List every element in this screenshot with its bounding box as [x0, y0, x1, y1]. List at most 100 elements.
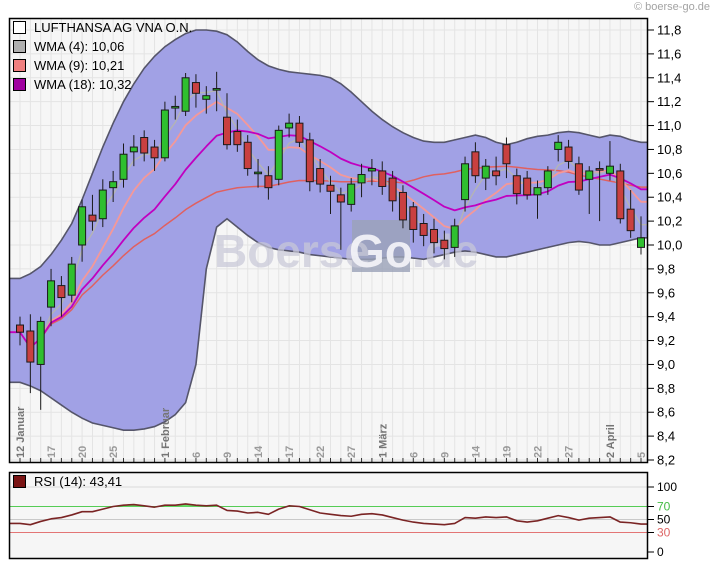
candle-body	[409, 206, 418, 230]
candle-body	[36, 320, 45, 365]
candle-body	[533, 187, 542, 196]
band-upper-border	[10, 29, 647, 280]
candle-body	[554, 141, 563, 150]
y-tick-label: 8,2	[657, 453, 675, 468]
x-tick-label: 6	[191, 452, 203, 458]
main-chart-legend: LUFTHANSA AG VNA O.N. WMA (4): 10,06 WMA …	[13, 20, 193, 92]
candle-body	[326, 184, 335, 192]
legend-wma-row: WMA (4): 10,06	[13, 39, 192, 54]
rsi-label: RSI (14): 43,41	[34, 474, 123, 489]
candle-body	[471, 151, 480, 177]
y-axis-labels: 11,8 11,6 11,4 11,2 11,0 10,8 10,6 10,4 10,2 10,0…	[648, 23, 682, 468]
y-tick-label: 8,6	[657, 405, 675, 420]
x-tick-label: 22	[315, 446, 327, 458]
rsi-tick-label: 50	[657, 513, 671, 527]
candle-body	[254, 171, 263, 175]
instrument-title: LUFTHANSA AG VNA O.N.	[34, 20, 193, 35]
y-tick-label: 9,0	[657, 357, 675, 372]
candle-body	[67, 263, 76, 296]
candle-body	[305, 139, 314, 183]
y-tick-label: 9,2	[657, 333, 675, 348]
candle-body	[378, 170, 387, 187]
rsi-tick-label: 0	[657, 545, 664, 559]
legend-wma-row: WMA (9): 10,21	[13, 58, 192, 73]
candle-body	[574, 163, 583, 191]
candle-body	[160, 109, 169, 159]
wma-swatch	[13, 78, 26, 91]
candle-body	[585, 170, 594, 180]
candle-body	[564, 146, 573, 162]
instrument-swatch	[13, 21, 26, 34]
wma-label: WMA (4): 10,06	[34, 39, 125, 54]
candle-body	[285, 122, 294, 129]
y-tick-label: 10,6	[657, 166, 682, 181]
candle-body	[461, 163, 470, 201]
candle-body	[430, 228, 438, 244]
candle-body	[88, 214, 97, 222]
legend-instrument-row: LUFTHANSA AG VNA O.N.	[13, 20, 193, 35]
x-tick-label: 22	[533, 446, 545, 458]
candle-body	[316, 168, 325, 185]
candle-body	[626, 208, 635, 232]
candle-body	[119, 153, 128, 180]
candle-body	[212, 88, 221, 91]
x-tick-label: 9	[439, 452, 451, 458]
y-tick-label: 11,0	[657, 118, 681, 133]
x-axis-labels: 12 Januar 17 20 25 1 Februar 6 9 14 17 22 27 1 März…	[15, 406, 648, 458]
candle-body	[512, 175, 521, 195]
x-tick-label: 9	[222, 452, 234, 458]
candle-body	[274, 129, 283, 180]
legend-wma-row: WMA (18): 10,32	[13, 77, 192, 92]
candle-body	[440, 239, 449, 250]
candles-layer	[16, 71, 645, 410]
y-tick-label: 11,6	[657, 46, 681, 61]
rsi-tick-label: 30	[657, 526, 671, 540]
main-chart-frame	[8, 17, 649, 464]
rsi-tick-label: 70	[657, 500, 671, 514]
candle-body	[243, 141, 252, 170]
candle-body	[398, 191, 407, 221]
candle-body	[616, 170, 625, 220]
rsi-line	[10, 503, 647, 526]
y-tick-label: 10,4	[657, 190, 682, 205]
y-tick-label: 10,0	[657, 238, 682, 253]
bottom-axis-ticks	[19, 458, 642, 462]
y-tick-label: 10,2	[657, 214, 682, 229]
candle-body	[129, 146, 138, 153]
y-tick-label: 11,8	[657, 23, 681, 38]
y-tick-label: 8,8	[657, 381, 675, 396]
candle-body	[109, 181, 118, 189]
x-tick-label: 1 Februar	[160, 407, 172, 458]
candle-body	[543, 170, 552, 189]
y-tick-label: 9,8	[657, 261, 675, 276]
y-tick-label: 11,4	[657, 70, 681, 85]
rsi-swatch	[13, 475, 26, 488]
x-tick-label: 27	[564, 446, 576, 458]
candle-body	[481, 165, 490, 179]
band-lower-border	[10, 217, 647, 431]
watermark-go-box	[352, 220, 410, 272]
x-tick-label: 5	[636, 452, 648, 458]
candle-body	[637, 237, 645, 248]
x-tick-label: 14	[470, 445, 482, 458]
y-tick-label: 9,4	[657, 309, 675, 324]
candle-body	[595, 168, 604, 171]
x-tick-label: 27	[346, 446, 358, 458]
rsi-frame	[8, 471, 649, 560]
wma-swatch	[13, 40, 26, 53]
watermark-boxed: Go	[349, 225, 413, 277]
candle-body	[47, 280, 56, 308]
y-tick-label: 9,6	[657, 285, 675, 300]
candle-body	[233, 131, 242, 146]
x-tick-label: 25	[108, 446, 120, 458]
overlay-line-wma-18-	[10, 129, 647, 349]
x-tick-label: 12 Januar	[15, 406, 27, 458]
candle-body	[181, 77, 190, 112]
rsi-tick-label: 100	[657, 480, 677, 494]
x-tick-label: 19	[501, 446, 513, 458]
candle-body	[492, 170, 501, 177]
candle-body	[202, 95, 211, 100]
